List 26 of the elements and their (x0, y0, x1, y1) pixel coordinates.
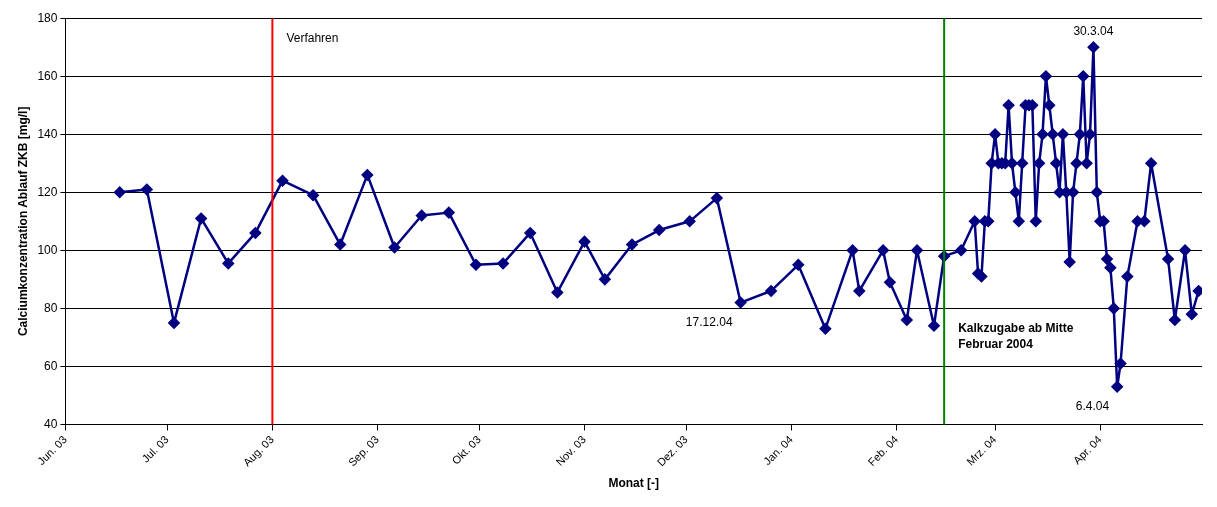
y-tick-label: 100 (37, 242, 58, 257)
x-tick-label: Nov. 03 (553, 433, 589, 468)
x-tick-label: Jul. 03 (139, 433, 171, 465)
x-tick-label: Okt. 03 (449, 433, 483, 467)
y-tick-label: 180 (37, 10, 58, 25)
y-tick-label: 160 (37, 68, 58, 83)
x-tick-label: Mrz. 04 (964, 433, 999, 468)
x-tick-label: Aug. 03 (240, 433, 276, 469)
x-tick-label: Sep. 03 (345, 433, 382, 469)
y-tick-label: 60 (44, 358, 58, 373)
x-axis-title: Monat [-] (608, 476, 660, 491)
x-tick-label: Jun. 03 (34, 433, 69, 468)
annotation: 17.12.04 (685, 314, 733, 329)
annotation: 30.3.04 (1073, 23, 1114, 38)
x-tick-label: Jan. 04 (761, 433, 796, 468)
y-tick-label: 140 (37, 126, 58, 141)
x-tick-label: Apr. 04 (1070, 433, 1104, 467)
ref-line-label: Kalkzugabe ab Mitte Februar 2004 (958, 320, 1074, 351)
ref-line-label: Verfahren (286, 30, 339, 45)
x-tick-label: Dez. 03 (654, 433, 690, 469)
y-tick-label: 40 (44, 416, 58, 431)
x-tick-label: Feb. 04 (865, 433, 901, 469)
y-tick-label: 120 (37, 184, 58, 199)
annotation: 6.4.04 (1075, 399, 1110, 414)
y-axis-title: Calciumkonzentration Ablauf ZKB [mg/l] (15, 106, 30, 337)
y-tick-label: 80 (44, 300, 58, 315)
